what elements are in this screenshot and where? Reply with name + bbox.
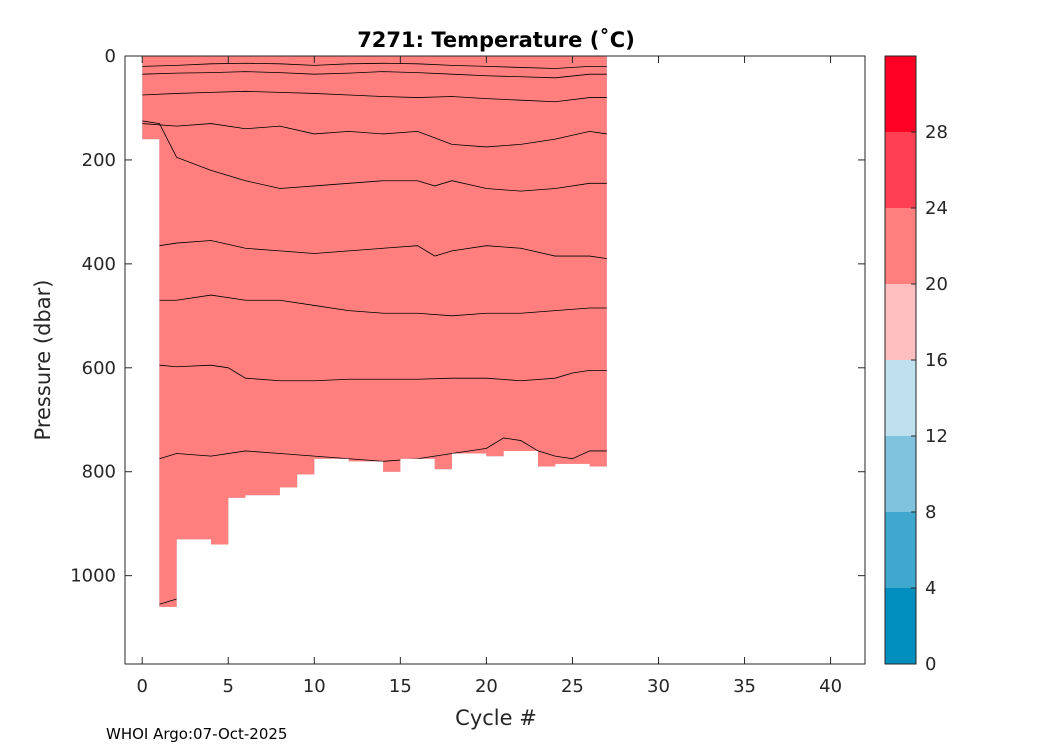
isotherm-line-8 <box>142 71 607 79</box>
y-tick-label: 800 <box>82 462 116 483</box>
x-tick-label: 0 <box>136 676 147 697</box>
colorbar-tick-label: 20 <box>925 274 948 295</box>
y-tick-label: 600 <box>82 358 116 379</box>
colorbar-swatch <box>885 588 916 664</box>
x-tick-label: 15 <box>389 676 412 697</box>
x-tick-label: 35 <box>733 676 756 697</box>
temperature-fill <box>142 56 607 607</box>
colorbar-swatch <box>885 512 916 588</box>
isotherm-line-3 <box>159 294 607 317</box>
colorbar-tick-label: 12 <box>925 426 948 447</box>
colorbar-tick-label: 28 <box>925 122 948 143</box>
colorbar-swatch <box>885 208 916 284</box>
x-tick-label: 10 <box>303 676 326 697</box>
isotherm-line-1 <box>159 437 607 462</box>
isotherm-line-7 <box>142 90 607 103</box>
colorbar: 0 4 8 12 16 20 24 28 <box>884 55 948 675</box>
isotherm-line-4 <box>159 240 607 260</box>
y-axis-label: Pressure (dbar) <box>31 280 55 441</box>
colorbar-swatch <box>885 132 916 208</box>
isotherm-line-2 <box>159 364 607 382</box>
footer-credit: WHOI Argo:07-Oct-2025 <box>106 725 288 743</box>
x-tick-label: 5 <box>223 676 234 697</box>
y-tick-label: 1000 <box>70 566 116 587</box>
plot-area <box>142 56 607 607</box>
y-axis: 0 200 400 600 800 1000 <box>70 46 865 587</box>
colorbar-tick-label: 16 <box>925 350 948 371</box>
chart-title: 7271: Temperature (˚C) <box>357 28 635 52</box>
colorbar-swatch <box>885 284 916 360</box>
colorbar-swatch <box>885 436 916 512</box>
isotherm-line-9 <box>142 62 607 69</box>
isotherm-line-5 <box>142 120 607 192</box>
colorbar-tick-label: 4 <box>925 578 936 599</box>
isotherm-line-0 <box>159 598 177 605</box>
x-axis-label: Cycle # <box>455 706 537 730</box>
y-tick-label: 400 <box>82 254 116 275</box>
isotherm-line-6 <box>142 123 607 148</box>
y-tick-label: 0 <box>105 46 116 67</box>
temperature-band-20 <box>142 56 607 607</box>
x-tick-label: 25 <box>561 676 584 697</box>
colorbar-swatch <box>885 360 916 436</box>
colorbar-tick-label: 24 <box>925 198 948 219</box>
x-tick-label: 20 <box>475 676 498 697</box>
colorbar-tick-label: 0 <box>925 654 936 675</box>
x-tick-label: 30 <box>647 676 670 697</box>
x-tick-label: 40 <box>819 676 842 697</box>
colorbar-tick-label: 8 <box>925 502 936 523</box>
y-tick-label: 200 <box>82 150 116 171</box>
colorbar-swatch <box>885 56 916 132</box>
x-axis: 0 5 10 15 20 25 30 35 40 <box>136 56 842 697</box>
plot-frame <box>124 55 866 665</box>
